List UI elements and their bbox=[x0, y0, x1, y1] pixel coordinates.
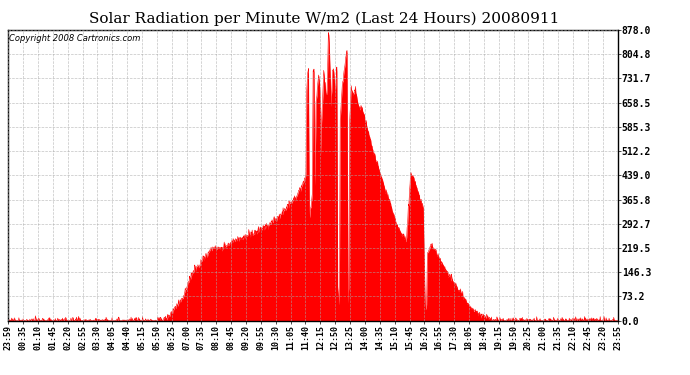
Text: Copyright 2008 Cartronics.com: Copyright 2008 Cartronics.com bbox=[10, 34, 141, 44]
Text: Solar Radiation per Minute W/m2 (Last 24 Hours) 20080911: Solar Radiation per Minute W/m2 (Last 24… bbox=[89, 11, 560, 26]
